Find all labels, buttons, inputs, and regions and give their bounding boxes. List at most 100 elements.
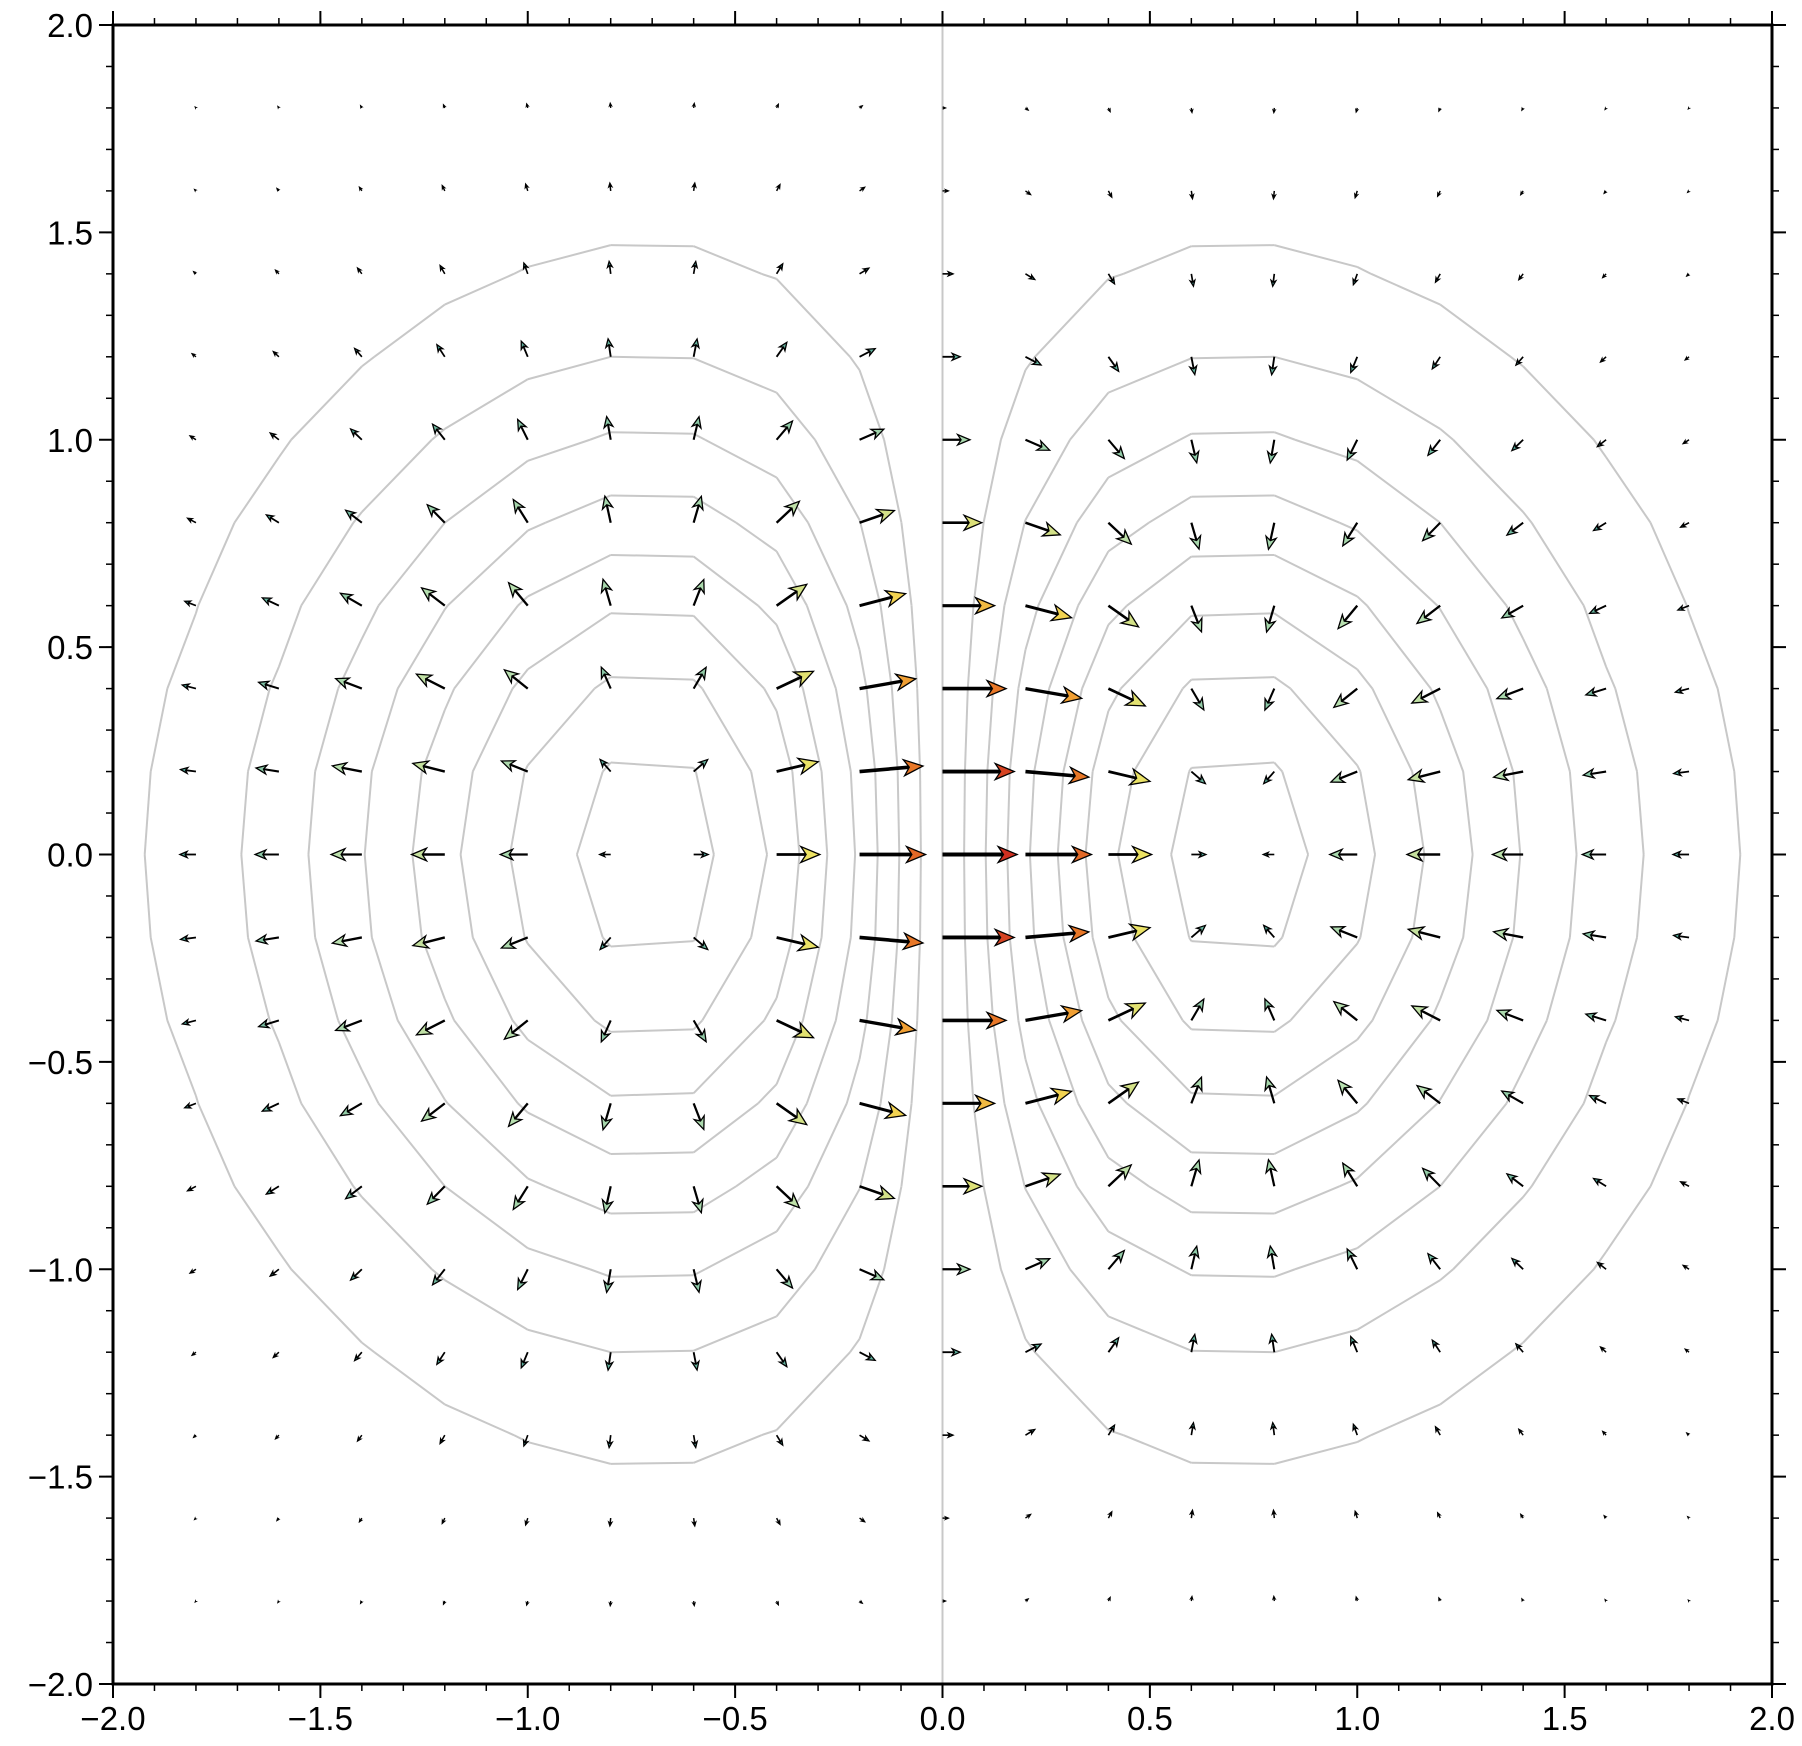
vector-head [955, 1262, 972, 1276]
contour-segment [791, 771, 801, 855]
vector [858, 1599, 864, 1605]
contour-segment [444, 460, 529, 524]
vector-shaft [692, 423, 699, 440]
vector [188, 1268, 197, 1275]
vector [1584, 1012, 1607, 1023]
vector-shaft [1355, 1513, 1358, 1519]
contour-segment [1439, 1019, 1489, 1101]
vector [178, 766, 197, 775]
contour-segment [1356, 668, 1374, 690]
vector-head [426, 503, 441, 519]
vector [1355, 107, 1360, 114]
vector [1025, 1004, 1084, 1024]
vector [275, 187, 281, 193]
vector-head [1601, 272, 1608, 279]
vector-head [691, 1520, 697, 1528]
contour-segment [527, 1038, 612, 1097]
contour-segment [1003, 1103, 1026, 1187]
vector-head [607, 181, 614, 189]
vector [601, 1186, 615, 1215]
vector-shaft [1340, 687, 1358, 703]
vector-head [601, 1197, 615, 1215]
vector-shaft [1269, 1168, 1276, 1187]
vector [1271, 1508, 1277, 1519]
contour-segment [693, 1102, 759, 1154]
vector [692, 577, 705, 607]
vector-head [442, 103, 447, 109]
vector [1189, 107, 1194, 115]
contour-segment [527, 612, 612, 671]
vector [507, 1102, 529, 1128]
vector-head [441, 184, 447, 191]
contour-segment [1462, 771, 1474, 855]
vector-head [1406, 925, 1427, 941]
contour-segment [775, 937, 794, 999]
vector-shaft [525, 1517, 529, 1523]
vector-shaft [775, 507, 793, 524]
contour-segment [1076, 476, 1110, 524]
vector-head [1271, 108, 1277, 115]
vector-head [268, 1269, 278, 1278]
contour-segment [1023, 1186, 1027, 1190]
vector-shaft [189, 1185, 197, 1191]
x-tick-label: −0.5 [703, 1700, 768, 1737]
vector [1500, 604, 1524, 619]
vector [942, 596, 997, 616]
vector-head [359, 1599, 364, 1605]
vector-head [414, 673, 435, 689]
vector-head [601, 494, 615, 512]
contour-segment [849, 1338, 861, 1353]
vector [692, 1019, 707, 1044]
contour-segment [896, 771, 901, 855]
vector [1190, 997, 1205, 1021]
vector-head [1581, 767, 1597, 779]
vector-shaft [1266, 1005, 1276, 1021]
vector-head [1517, 273, 1525, 282]
contour-segment [1356, 266, 1372, 275]
vector-shaft [775, 426, 789, 441]
contour-segment [527, 244, 611, 268]
contour-segment [361, 1196, 433, 1270]
contour-segment [443, 1098, 449, 1104]
contour-segment [999, 1268, 1027, 1340]
contour-segment [149, 688, 169, 772]
vector [1581, 767, 1607, 779]
contour-segment [693, 245, 762, 275]
vector-head [874, 508, 896, 525]
contour-segment [247, 688, 271, 772]
vector-head [1495, 687, 1513, 700]
vector-head [1514, 1342, 1523, 1352]
contour-segment [757, 604, 778, 626]
contour-segment [1273, 676, 1292, 690]
contour-segment [1356, 529, 1439, 607]
vector-head [858, 104, 864, 110]
vector [1580, 848, 1607, 861]
contour-segment [396, 608, 446, 690]
contour-segment [1191, 431, 1275, 435]
vector [1671, 850, 1690, 859]
vector-head [692, 577, 705, 596]
vector-head [192, 1433, 198, 1439]
vector-head [1421, 526, 1437, 542]
contour-segment [1191, 1151, 1275, 1156]
vector-shaft [269, 516, 280, 524]
vector [180, 1017, 197, 1026]
vector-head [691, 181, 697, 189]
contour-segment [1191, 676, 1275, 681]
contour-segment [982, 1186, 1002, 1270]
vector-head [1332, 1000, 1351, 1017]
vector-head [786, 1107, 809, 1126]
vector-shaft [1681, 1099, 1690, 1105]
vector-head [1406, 768, 1427, 784]
vector [942, 513, 984, 532]
contour-segment [890, 688, 899, 772]
vector [942, 1515, 950, 1521]
contour-segment [801, 688, 823, 772]
vector-shaft [775, 1102, 798, 1119]
vector [690, 415, 702, 440]
vector [1406, 925, 1441, 941]
vector [1438, 1596, 1443, 1602]
vector [1676, 603, 1690, 611]
vector-head [1268, 364, 1278, 377]
vector-shaft [859, 1434, 867, 1440]
